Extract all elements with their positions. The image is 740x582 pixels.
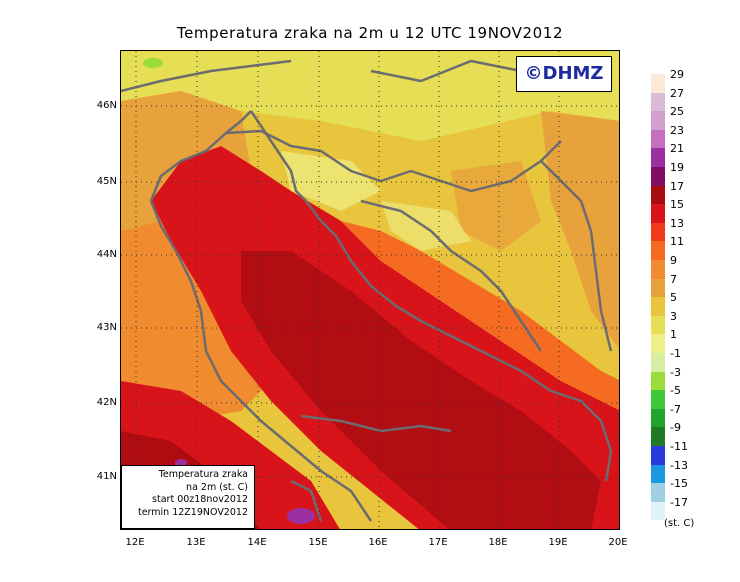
legend-swatch: [651, 129, 665, 149]
lon-label-13e: 13E: [186, 537, 206, 548]
legend-swatch: [651, 408, 665, 428]
lon-label-14e: 14E: [247, 537, 267, 548]
legend-label: 21: [670, 142, 684, 156]
lat-label-42n: 42N: [96, 397, 117, 408]
info-start: start 00z18nov2012: [152, 494, 248, 505]
legend-swatch: [651, 222, 665, 242]
legend-label: 3: [670, 309, 677, 323]
legend-swatch: [651, 390, 665, 409]
legend-swatch: [651, 241, 665, 260]
lon-label-18e: 18E: [488, 537, 508, 548]
legend-label: 17: [670, 179, 684, 193]
lon-label-17e: 17E: [428, 537, 448, 548]
legend-label: -5: [670, 384, 681, 398]
info-termin: termin 12Z19NOV2012: [137, 506, 248, 518]
legend-swatch: [651, 185, 665, 205]
legend-label: 13: [670, 216, 684, 230]
forecast-info-box: Temperatura zraka na 2m (st. C) start 00…: [121, 465, 255, 529]
legend-label: 15: [670, 198, 684, 212]
lat-label-41n: 41N: [96, 471, 117, 482]
legend-swatch: [651, 204, 665, 223]
legend-swatch: [651, 260, 665, 279]
legend-label: 27: [670, 86, 684, 100]
dhmz-logo: ©DHMZ: [516, 56, 612, 92]
temperature-map: [120, 50, 620, 530]
legend-label: 7: [670, 272, 677, 286]
lat-label-44n: 44N: [96, 249, 117, 260]
legend-label: -15: [670, 477, 688, 491]
legend-swatch: [651, 111, 665, 130]
lon-label-16e: 16E: [368, 537, 388, 548]
legend-label: -17: [670, 495, 688, 509]
lat-label-46n: 46N: [96, 100, 117, 111]
lon-label-19e: 19E: [548, 537, 568, 548]
legend-label: -11: [670, 440, 688, 453]
legend-label: -13: [670, 458, 688, 472]
legend-label: -9: [670, 421, 681, 435]
legend-label: -3: [670, 365, 681, 379]
legend-swatch: [651, 148, 665, 167]
legend-unit: (st. C): [664, 518, 695, 529]
lon-label-20e: 20E: [608, 537, 628, 548]
legend-label: 11: [670, 235, 684, 249]
legend-swatch: [651, 501, 665, 521]
legend-label: 9: [670, 254, 677, 267]
legend-swatch: [651, 297, 665, 316]
legend-swatch: [651, 353, 665, 372]
legend-swatch: [651, 278, 665, 298]
lon-label-15e: 15E: [308, 537, 328, 548]
legend-label: 5: [670, 291, 677, 305]
legend-swatch: [651, 167, 665, 186]
temperature-field: [121, 51, 619, 529]
legend-label: 1: [670, 328, 677, 342]
legend-swatch: [651, 464, 665, 484]
info-variable: Temperatura zraka: [158, 469, 248, 480]
lon-label-12e: 12E: [125, 537, 145, 548]
legend-swatch: [651, 427, 665, 446]
legend-swatch: [651, 334, 665, 353]
legend-label: 19: [670, 161, 684, 174]
map-title: Temperatura zraka na 2m u 12 UTC 19NOV20…: [176, 24, 564, 42]
lat-label-45n: 45N: [96, 176, 117, 187]
legend-label: 25: [670, 105, 684, 119]
legend-swatch: [651, 74, 665, 93]
legend-swatch: [651, 92, 665, 112]
lat-label-43n: 43N: [96, 322, 117, 333]
legend-swatch: [651, 446, 665, 465]
info-unit: na 2m (st. C): [186, 481, 248, 493]
legend-label: -1: [670, 347, 681, 360]
legend-label: 29: [670, 68, 684, 81]
legend-label: -7: [670, 402, 681, 416]
legend-swatch: [651, 371, 665, 391]
legend-swatch: [651, 315, 665, 335]
legend-label: 23: [670, 123, 684, 137]
legend-swatch: [651, 483, 665, 502]
